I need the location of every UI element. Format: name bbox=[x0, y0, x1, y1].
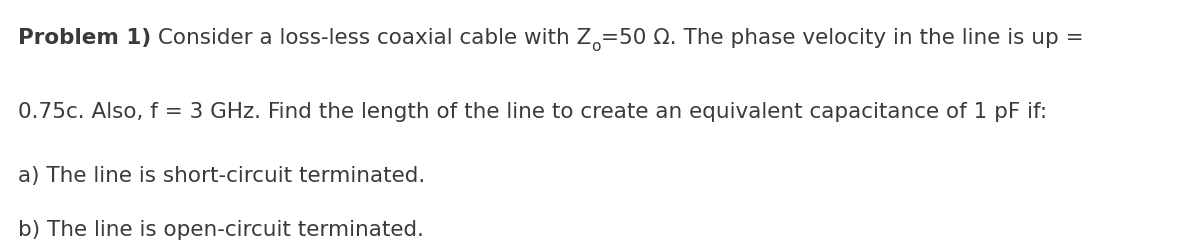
Text: 0.75c. Also, f = 3 GHz. Find the length of the line to create an equivalent capa: 0.75c. Also, f = 3 GHz. Find the length … bbox=[18, 102, 1048, 122]
Text: =50 Ω. The phase velocity in the line is up =: =50 Ω. The phase velocity in the line is… bbox=[601, 28, 1084, 48]
Text: a) The line is short-circuit terminated.: a) The line is short-circuit terminated. bbox=[18, 166, 425, 186]
Text: Consider a loss-less coaxial cable with Z: Consider a loss-less coaxial cable with … bbox=[151, 28, 592, 48]
Text: b) The line is open-circuit terminated.: b) The line is open-circuit terminated. bbox=[18, 220, 424, 240]
Text: o: o bbox=[592, 39, 601, 54]
Text: Problem 1): Problem 1) bbox=[18, 28, 151, 48]
